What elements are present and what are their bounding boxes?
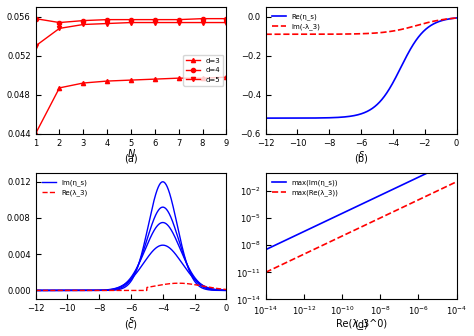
Line: d=5: d=5 [34,20,228,48]
max(Re(λ_3)) [444,184,450,188]
max(Im(η_s)) [274,242,280,246]
d=3 [176,76,182,80]
Im(-λ_3) [411,24,417,28]
d=4 [56,20,62,25]
d=4 [81,18,86,23]
Line: d=4: d=4 [34,16,228,25]
d=5 [176,20,182,25]
Line: Re(η_s): Re(η_s) [265,18,456,118]
max(Im(η_s)) [263,248,268,252]
Re(η_s) [411,41,417,45]
Im(-λ_3) [340,32,346,36]
d=4 [200,16,205,20]
Re(η_s) [283,116,288,120]
d=5 [128,20,134,25]
max(Re(λ_3)) [263,270,268,275]
d=3 [128,78,134,82]
max(Im(η_s)) [438,165,443,169]
d=3 [33,132,38,136]
Re(η_s) [347,114,353,118]
d=5 [152,20,158,25]
max(Re(λ_3)) [438,187,443,192]
d=3 [152,77,158,81]
X-axis label: Re(λ_3^0): Re(λ_3^0) [336,318,387,329]
d=5 [56,27,62,31]
d=3 [224,75,229,79]
d=5 [224,20,229,25]
Legend: Im(η_s), Re(λ_3): Im(η_s), Re(λ_3) [39,176,90,199]
Line: d=3: d=3 [34,75,228,136]
max(Re(λ_3)) [454,180,459,184]
max(Im(η_s)) [298,231,304,235]
Im(-λ_3) [347,32,353,36]
d=5 [81,23,86,27]
Text: (b): (b) [354,154,368,164]
max(Im(η_s)) [271,244,276,248]
d=5 [33,44,38,48]
d=3 [104,79,110,83]
d=5 [200,20,205,25]
max(Re(λ_3)) [298,253,304,257]
d=4 [104,17,110,22]
d=4 [176,17,182,22]
X-axis label: s: s [358,149,364,159]
Line: max(Im(η_s)): max(Im(η_s)) [265,159,456,250]
Re(η_s) [454,16,459,20]
Legend: max(Im(η_s)), max(Re(λ_3)): max(Im(η_s)), max(Re(λ_3)) [269,176,341,199]
Text: (d): (d) [354,320,368,329]
max(Re(λ_3)) [314,246,319,250]
Im(-λ_3) [283,32,288,36]
Text: (a): (a) [124,154,138,164]
max(Im(η_s)) [444,162,450,166]
d=4 [33,16,38,20]
d=3 [81,81,86,85]
Im(-λ_3) [263,32,268,36]
Re(η_s) [415,36,421,40]
Text: (c): (c) [125,320,137,329]
Im(-λ_3) [394,28,400,32]
d=3 [200,76,205,80]
d=3 [56,86,62,90]
Re(η_s) [340,115,346,119]
Im(-λ_3) [415,23,421,27]
d=5 [104,22,110,26]
X-axis label: s: s [128,315,134,325]
max(Im(η_s)) [454,157,459,161]
d=4 [152,17,158,22]
Legend: Re(η_s), Im(-λ_3): Re(η_s), Im(-λ_3) [269,10,323,33]
Im(-λ_3) [454,16,459,20]
max(Im(η_s)) [314,223,319,227]
Line: Im(-λ_3): Im(-λ_3) [265,18,456,34]
max(Re(λ_3)) [274,265,280,269]
Line: max(Re(λ_3)): max(Re(λ_3)) [265,182,456,272]
Legend: d=3, d=4, d=5: d=3, d=4, d=5 [183,55,223,86]
Re(η_s) [263,116,268,120]
X-axis label: N: N [128,149,135,159]
max(Re(λ_3)) [271,267,276,271]
d=4 [128,17,134,22]
Re(η_s) [394,74,400,78]
d=4 [224,16,229,20]
